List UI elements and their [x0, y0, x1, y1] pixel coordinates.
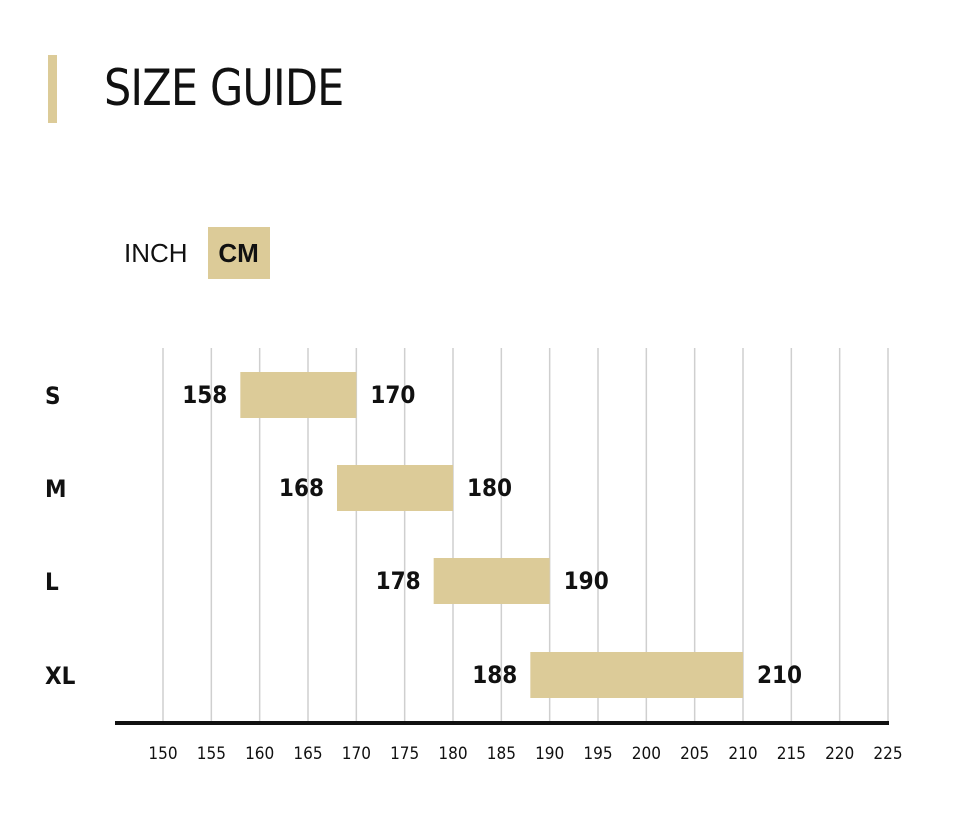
- x-tick-label: 210: [728, 744, 757, 764]
- x-tick-label: 215: [777, 744, 806, 764]
- range-max-label: 210: [757, 661, 802, 689]
- range-max-label: 190: [564, 567, 609, 595]
- size-label: XL: [45, 662, 76, 690]
- range-bar: [433, 558, 550, 604]
- range-bar: [240, 372, 357, 418]
- range-max-label: 180: [467, 474, 512, 502]
- unit-option-inch[interactable]: INCH: [124, 237, 188, 268]
- range-min-label: 178: [376, 567, 421, 595]
- x-tick-label: 180: [438, 744, 467, 764]
- title-accent-bar: [48, 55, 57, 123]
- range-bar: [530, 652, 743, 698]
- x-tick-label: 200: [632, 744, 661, 764]
- x-tick-label: 190: [535, 744, 564, 764]
- x-tick-label: 165: [293, 744, 322, 764]
- x-tick-label: 175: [390, 744, 419, 764]
- size-label: M: [45, 475, 67, 503]
- range-bar: [337, 465, 453, 511]
- size-label: S: [45, 382, 61, 410]
- x-tick-label: 160: [245, 744, 274, 764]
- unit-option-cm[interactable]: CM: [207, 227, 270, 279]
- size-label: L: [45, 568, 59, 596]
- x-tick-label: 225: [873, 744, 902, 764]
- range-min-label: 158: [182, 381, 227, 409]
- unit-toggle: INCH CM: [114, 227, 270, 279]
- x-tick-label: 170: [342, 744, 371, 764]
- x-tick-label: 205: [680, 744, 709, 764]
- range-min-label: 188: [472, 661, 517, 689]
- x-tick-label: 185: [487, 744, 516, 764]
- x-tick-label: 150: [148, 744, 177, 764]
- x-tick-label: 220: [825, 744, 854, 764]
- x-tick-label: 155: [197, 744, 226, 764]
- range-max-label: 170: [370, 381, 415, 409]
- page-title: SIZE GUIDE: [104, 59, 344, 117]
- x-tick-label: 195: [583, 744, 612, 764]
- range-min-label: 168: [279, 474, 324, 502]
